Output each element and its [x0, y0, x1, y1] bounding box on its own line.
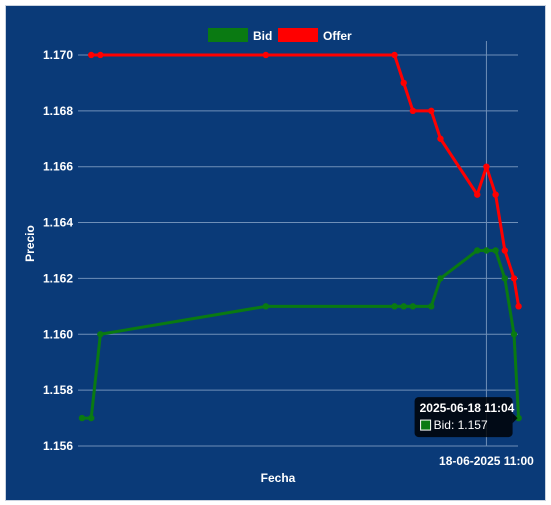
tooltip-caret [512, 413, 518, 424]
tooltip-value: Bid: 1.157 [434, 418, 488, 432]
x-axis-title: Fecha [261, 471, 296, 485]
data-point-offer[interactable] [391, 51, 398, 59]
data-point-offer[interactable] [510, 275, 518, 282]
data-point-offer[interactable] [97, 51, 104, 59]
y-tick-label: 1.168 [43, 104, 73, 118]
data-point-bid[interactable] [483, 247, 490, 254]
data-point-bid[interactable] [501, 275, 509, 282]
legend-swatch-bid[interactable] [208, 28, 248, 42]
legend-swatch-offer[interactable] [278, 28, 318, 42]
data-point-offer[interactable] [474, 191, 481, 198]
chart-frame: 1.156 1.158 1.160 1.162 1.164 1.166 1.168 1.170… [5, 5, 546, 501]
data-point-offer[interactable] [409, 107, 417, 115]
legend-label-bid[interactable]: Bid [253, 29, 272, 43]
data-point-bid[interactable] [87, 414, 95, 422]
data-point-offer[interactable] [492, 191, 499, 198]
tooltip-title: 2025-06-18 11:04 [420, 401, 515, 415]
data-point-bid[interactable] [409, 303, 417, 310]
tooltip-swatch [420, 419, 432, 431]
data-point-bid[interactable] [510, 331, 518, 338]
data-point-bid[interactable] [428, 303, 435, 310]
data-point-bid[interactable] [97, 331, 104, 338]
data-point-offer[interactable] [515, 303, 522, 310]
data-point-offer[interactable] [400, 79, 407, 87]
price-chart: 1.156 1.158 1.160 1.162 1.164 1.166 1.168 1.170… [23, 28, 534, 485]
data-point-bid[interactable] [400, 303, 407, 310]
series-line-offer [91, 53, 521, 307]
data-point-bid[interactable] [515, 414, 522, 422]
legend-label-offer[interactable]: Offer [323, 29, 352, 43]
data-point-offer[interactable] [262, 51, 270, 59]
data-point-bid[interactable] [492, 247, 499, 254]
data-point-offer[interactable] [437, 135, 444, 142]
data-point-bid[interactable] [78, 414, 86, 422]
data-point-bid[interactable] [474, 247, 481, 254]
y-tick-label: 1.164 [43, 216, 73, 230]
y-tick-label: 1.166 [43, 160, 73, 174]
y-tick-label: 1.156 [43, 439, 73, 453]
y-tick-label: 1.162 [43, 271, 73, 285]
y-tick-label: 1.170 [43, 48, 73, 62]
data-point-bid[interactable] [437, 275, 444, 282]
tooltip-box [414, 397, 513, 438]
y-tick-label: 1.158 [43, 383, 73, 397]
data-point-offer[interactable] [428, 107, 435, 115]
y-axis-title: Precio [23, 225, 37, 262]
data-point-offer[interactable] [501, 247, 509, 254]
y-tick-label: 1.160 [43, 327, 73, 341]
data-point-bid[interactable] [262, 303, 270, 310]
data-point-bid[interactable] [391, 303, 398, 310]
data-point-offer[interactable] [87, 51, 95, 59]
data-point-offer[interactable] [483, 163, 490, 170]
x-tick-label: 18-06-2025 11:00 [439, 454, 534, 468]
